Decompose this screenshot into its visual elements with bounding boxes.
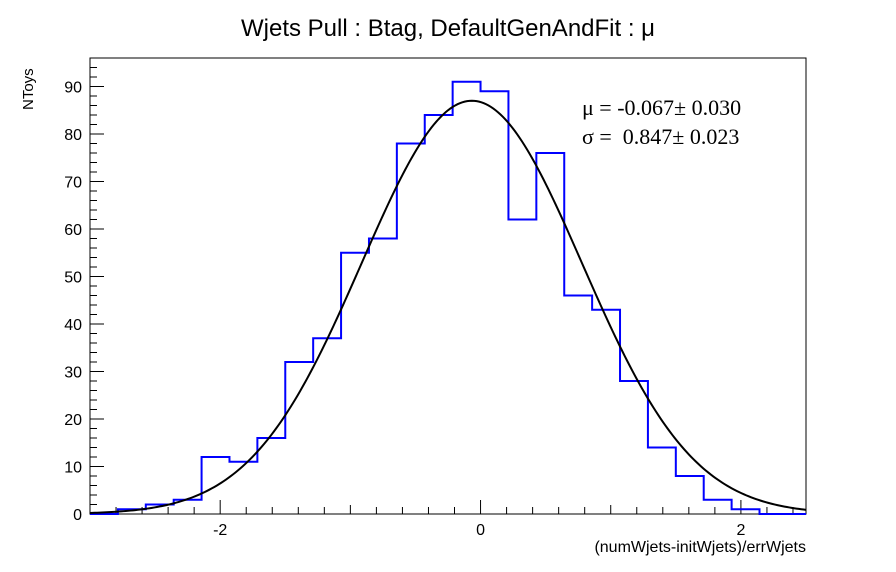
y-tick-label: 10	[64, 460, 82, 477]
histogram-bin	[313, 338, 341, 514]
histogram-bin	[341, 253, 369, 514]
histogram-bin	[481, 91, 509, 514]
y-tick-label: 50	[64, 270, 82, 287]
histogram-bin	[592, 310, 620, 514]
y-tick-label: 30	[64, 365, 82, 382]
x-tick-label: -2	[213, 522, 227, 539]
histogram-bin	[257, 438, 285, 514]
histogram-bin	[536, 153, 564, 514]
x-tick-label: 0	[476, 522, 485, 539]
y-tick-label: 60	[64, 222, 82, 239]
histogram-bin	[425, 115, 453, 514]
y-tick-label: 80	[64, 127, 82, 144]
y-axis-label: NToys	[20, 68, 37, 110]
histogram-outline	[90, 80, 806, 515]
x-axis-label: (numWjets-initWjets)/errWjets	[594, 539, 806, 556]
histogram-bin	[648, 448, 676, 515]
gaussian-fit-curve	[89, 99, 807, 514]
y-tick-label: 90	[64, 80, 82, 97]
histogram-bin	[676, 476, 704, 514]
chart-title: Wjets Pull : Btag, DefaultGenAndFit : μ	[241, 15, 655, 42]
y-tick-label: 0	[73, 507, 82, 524]
fit-mu-text: μ = -0.067± 0.030	[582, 95, 741, 120]
histogram-bin	[508, 220, 536, 515]
y-tick-label: 20	[64, 412, 82, 429]
histogram-bin	[704, 500, 732, 514]
histogram-bin	[453, 82, 481, 514]
histogram-bin	[397, 144, 425, 515]
x-tick-label: 2	[736, 522, 745, 539]
x-axis-ticks: -2 0 2	[89, 500, 794, 539]
y-tick-label: 70	[64, 175, 82, 192]
fit-sigma-text: σ = 0.847± 0.023	[582, 124, 739, 149]
histogram-bin	[564, 296, 592, 515]
y-axis-ticks: 0 10 20 30 40 50 60 70 80 90	[64, 57, 104, 524]
histogram-bin	[285, 362, 313, 514]
histogram-bin	[229, 462, 257, 514]
histogram-bin	[620, 381, 648, 514]
y-tick-label: 40	[64, 317, 82, 334]
histogram-bin	[369, 239, 397, 515]
